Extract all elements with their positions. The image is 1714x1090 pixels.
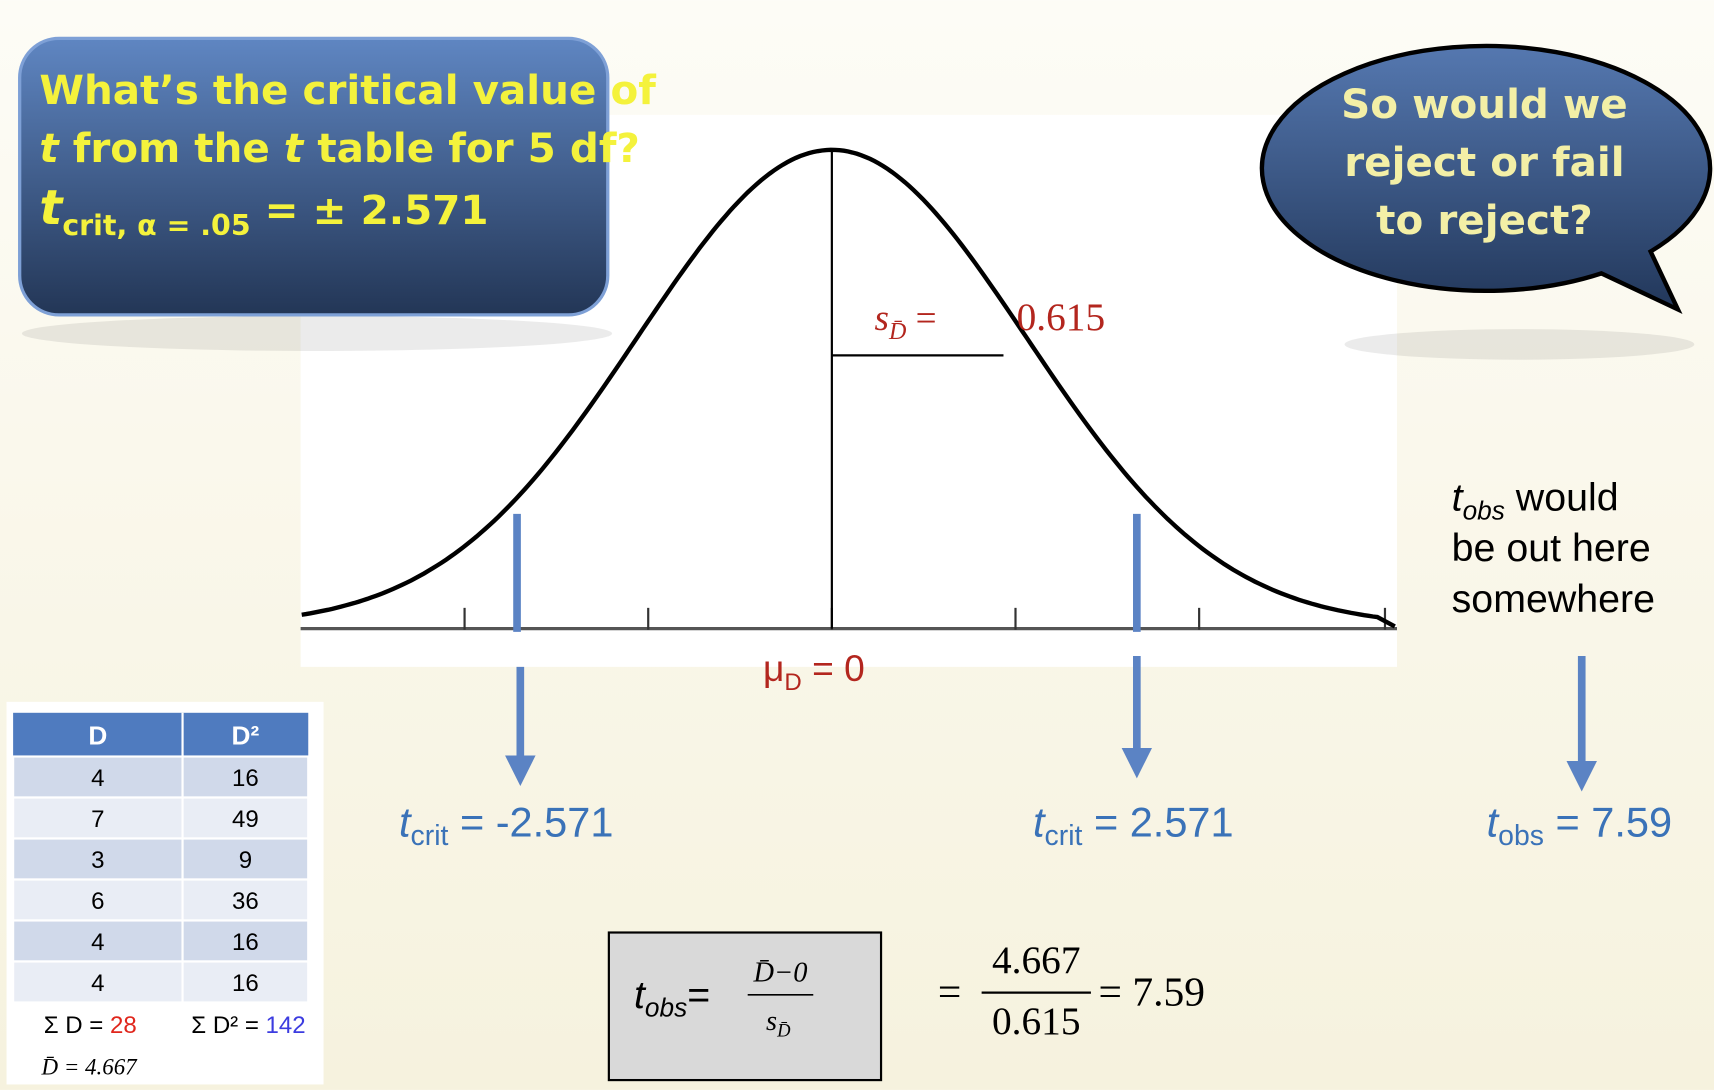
callout-line: What’s the critical value of bbox=[39, 66, 656, 114]
table-cell: 3 bbox=[91, 847, 104, 874]
callout-value: = ± 2.571 bbox=[251, 186, 489, 234]
marker-label: tcrit = -2.571 bbox=[399, 798, 613, 852]
bubble-line: reject or fail bbox=[1344, 138, 1624, 186]
speech-bubble bbox=[1259, 43, 1713, 315]
marker-subscript: obs bbox=[1498, 820, 1544, 852]
data-table: D D² 4 16 7 49 3 9 6 36 4 16 4 16 bbox=[12, 712, 310, 1004]
se-label: sD̄ = bbox=[874, 298, 936, 345]
marker-symbol: t bbox=[399, 798, 412, 845]
table-cell: 16 bbox=[232, 970, 259, 997]
note-line: be out here bbox=[1452, 526, 1651, 570]
mean-label: μD = 0 bbox=[763, 647, 865, 696]
sum-d: Σ D = 28 bbox=[44, 1012, 137, 1039]
formula-subscript: obs bbox=[645, 993, 687, 1023]
table-cell: 9 bbox=[239, 847, 252, 874]
mean-subscript: D bbox=[784, 669, 801, 696]
normal-curve bbox=[301, 147, 1396, 629]
bubble-line: So would we bbox=[1341, 80, 1628, 128]
formula-equals: = bbox=[938, 969, 961, 1015]
note-line: somewhere bbox=[1452, 577, 1655, 621]
table-cell: 6 bbox=[91, 888, 104, 915]
marker-label: tcrit = 2.571 bbox=[1033, 798, 1234, 852]
table-cell: 16 bbox=[232, 765, 259, 792]
se-equals: = bbox=[906, 298, 936, 339]
table-row bbox=[12, 960, 310, 1004]
table-cell: 4 bbox=[91, 970, 104, 997]
se-symbol: s bbox=[874, 298, 888, 339]
callout-text: table for 5 df? bbox=[303, 124, 640, 172]
callout-symbol: t bbox=[39, 180, 64, 236]
marker-value: = -2.571 bbox=[448, 798, 613, 845]
table-cell: 4 bbox=[91, 765, 104, 792]
mean-symbol: μ bbox=[763, 647, 784, 689]
formula-subscript: D̄ bbox=[776, 1020, 791, 1041]
marker-subscript: crit bbox=[411, 820, 449, 852]
se-subscript: D̄ bbox=[888, 319, 906, 345]
note-text: would bbox=[1505, 476, 1619, 520]
formula-equals: = bbox=[687, 973, 710, 1017]
table-row bbox=[12, 837, 310, 881]
fraction-denominator: 0.615 bbox=[992, 999, 1081, 1043]
header-cell: D bbox=[88, 720, 107, 750]
formula-result: = 7.59 bbox=[1099, 969, 1205, 1015]
callout-symbol: t bbox=[39, 124, 60, 172]
mean-value: = 0 bbox=[802, 647, 865, 689]
callout-line: tcrit, α = .05 = ± 2.571 bbox=[39, 180, 488, 242]
marker-subscript: crit bbox=[1045, 820, 1083, 852]
marker-value: = 2.571 bbox=[1082, 798, 1233, 845]
table-cell: 4 bbox=[91, 929, 104, 956]
marker-symbol: t bbox=[1033, 798, 1046, 845]
callout-line: t from the t table for 5 df? bbox=[39, 124, 640, 172]
bubble-line: to reject? bbox=[1376, 196, 1593, 244]
sum-label: Σ D² = bbox=[191, 1012, 265, 1039]
table-header bbox=[13, 712, 309, 757]
formula-lhs: tobs= bbox=[634, 973, 710, 1023]
table-cell: 7 bbox=[91, 806, 104, 833]
table-row bbox=[12, 878, 310, 922]
callout-subscript: crit, α = .05 bbox=[62, 209, 250, 242]
formula-denominator: sD̄ bbox=[766, 1006, 791, 1042]
formula-symbol: s bbox=[766, 1006, 777, 1037]
sum-value: 28 bbox=[110, 1012, 137, 1039]
table-row bbox=[12, 755, 310, 799]
formula-box bbox=[607, 931, 883, 1082]
callout-symbol: t bbox=[284, 124, 305, 172]
table-row bbox=[12, 796, 310, 840]
bubble-shadow bbox=[1344, 329, 1695, 360]
note-subscript: obs bbox=[1463, 495, 1505, 525]
table-row bbox=[12, 919, 310, 963]
sum-value: 142 bbox=[266, 1012, 306, 1039]
table-cell: 16 bbox=[232, 929, 259, 956]
table-cell: 49 bbox=[232, 806, 259, 833]
se-value: 0.615 bbox=[1017, 295, 1106, 339]
table-cell: 36 bbox=[232, 888, 259, 915]
note-line: tobs would bbox=[1452, 476, 1619, 526]
marker-symbol: t bbox=[1487, 798, 1500, 845]
marker-label: tobs = 7.59 bbox=[1487, 798, 1672, 852]
fraction-numerator: 4.667 bbox=[992, 938, 1081, 982]
callout-text: from the bbox=[59, 124, 284, 172]
callout-box bbox=[18, 36, 610, 317]
sum-label: Σ D = bbox=[44, 1012, 110, 1039]
mean-d: D̄ = 4.667 bbox=[41, 1055, 139, 1080]
note-symbol: t bbox=[1452, 476, 1465, 520]
marker-value: = 7.59 bbox=[1544, 798, 1672, 845]
header-cell: D² bbox=[232, 720, 260, 750]
formula-numerator: D̄−0 bbox=[753, 958, 808, 989]
sum-d2: Σ D² = 142 bbox=[191, 1012, 305, 1039]
formula-symbol: t bbox=[634, 973, 647, 1017]
callout-shadow bbox=[21, 315, 613, 351]
